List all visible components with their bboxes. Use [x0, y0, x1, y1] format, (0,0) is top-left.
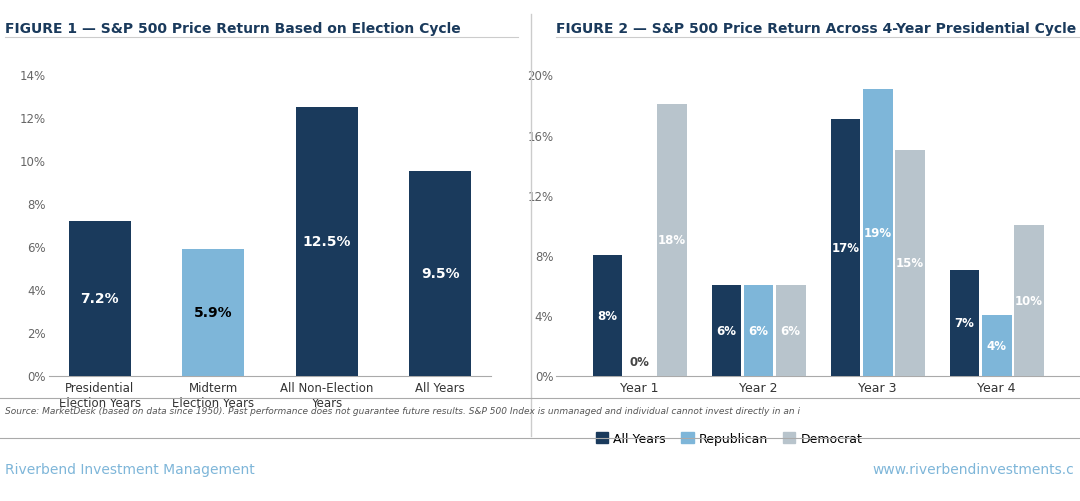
- Text: 7.2%: 7.2%: [81, 292, 119, 306]
- Bar: [775, 286, 806, 376]
- Text: 19%: 19%: [864, 226, 892, 239]
- Text: 15%: 15%: [895, 257, 923, 270]
- Text: 6%: 6%: [716, 324, 737, 337]
- Text: FIGURE 2 — S&P 500 Price Return Across 4-Year Presidential Cycle: FIGURE 2 — S&P 500 Price Return Across 4…: [556, 22, 1077, 36]
- Text: 7%: 7%: [955, 317, 974, 330]
- Legend: All Years, Republican, Democrat: All Years, Republican, Democrat: [591, 427, 867, 450]
- Text: Riverbend Investment Management: Riverbend Investment Management: [5, 462, 255, 476]
- Text: www.riverbendinvestments.c: www.riverbendinvestments.c: [873, 462, 1075, 476]
- Text: 9.5%: 9.5%: [421, 267, 459, 281]
- Bar: [744, 286, 773, 376]
- Text: 18%: 18%: [658, 234, 686, 247]
- Text: 6%: 6%: [781, 324, 800, 337]
- Bar: [895, 150, 924, 376]
- Text: 0%: 0%: [630, 355, 649, 368]
- Text: 4%: 4%: [987, 339, 1007, 352]
- Bar: [1014, 225, 1043, 376]
- Bar: [409, 172, 471, 376]
- Bar: [657, 105, 687, 376]
- Bar: [712, 286, 741, 376]
- Text: Source: MarketDesk (based on data since 1950). Past performance does not guarant: Source: MarketDesk (based on data since …: [5, 406, 800, 415]
- Text: 17%: 17%: [832, 241, 860, 255]
- Bar: [982, 316, 1012, 376]
- Text: 10%: 10%: [1015, 294, 1043, 307]
- Text: 5.9%: 5.9%: [194, 306, 232, 320]
- Bar: [863, 90, 892, 376]
- Text: 12.5%: 12.5%: [302, 234, 351, 248]
- Bar: [183, 249, 244, 376]
- Bar: [296, 107, 357, 376]
- Bar: [831, 120, 861, 376]
- Text: 8%: 8%: [597, 309, 618, 322]
- Bar: [949, 271, 980, 376]
- Text: FIGURE 1 — S&P 500 Price Return Based on Election Cycle: FIGURE 1 — S&P 500 Price Return Based on…: [5, 22, 461, 36]
- Bar: [593, 256, 622, 376]
- Text: 6%: 6%: [748, 324, 769, 337]
- Bar: [69, 221, 131, 376]
